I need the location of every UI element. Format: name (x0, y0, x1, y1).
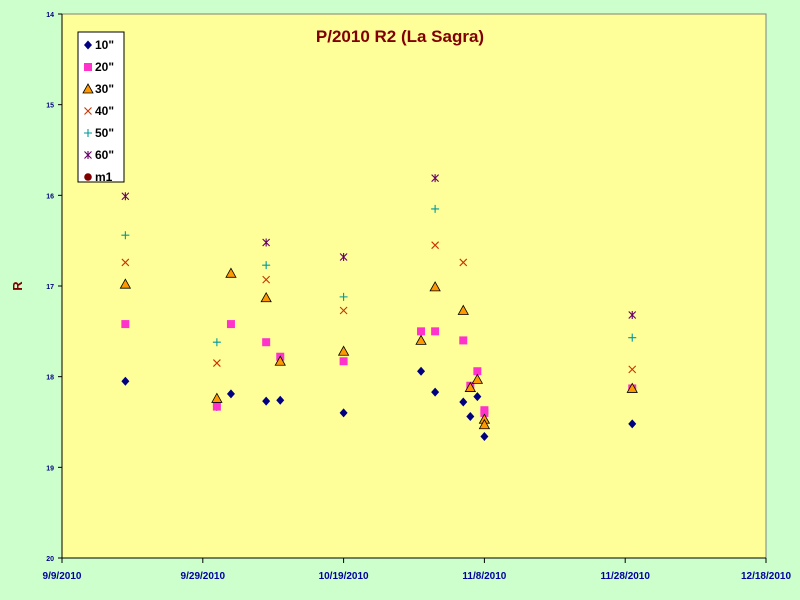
legend-marker (84, 63, 92, 71)
data-point (431, 241, 440, 250)
y-tick-label: 14 (46, 12, 54, 19)
legend-label: 30" (95, 82, 114, 96)
data-point (431, 204, 440, 213)
data-point (212, 359, 221, 367)
data-point (262, 338, 271, 347)
legend-marker (82, 83, 94, 94)
legend-label: 40" (95, 104, 114, 118)
data-point (431, 387, 440, 397)
data-point (457, 304, 469, 315)
y-tick-label: 18 (46, 375, 54, 382)
data-point (478, 418, 491, 430)
y-tick-label: 16 (46, 193, 54, 200)
legend-label: 20" (95, 60, 114, 74)
y-tick-label: 15 (46, 103, 54, 110)
data-point (473, 367, 482, 376)
data-point (339, 408, 348, 418)
data-point (459, 397, 468, 407)
series-6 (121, 174, 637, 320)
data-point (260, 291, 272, 303)
data-point (225, 267, 237, 278)
data-point (415, 334, 427, 345)
x-tick-label: 11/8/2010 (462, 571, 506, 582)
data-point (459, 336, 468, 345)
series-5 (121, 204, 637, 347)
data-point (339, 292, 348, 301)
x-ticks: 9/9/2010 9/29/2010 10/19/2010 11/8/2010 11/2… (43, 558, 791, 582)
y-axis-label: R (10, 281, 25, 291)
data-point (337, 345, 350, 356)
data-point (276, 395, 285, 405)
x-tick-label: 11/28/2010 (600, 571, 650, 582)
data-point (121, 376, 130, 386)
data-point (274, 355, 286, 366)
data-point (121, 192, 130, 201)
legend-marker (84, 151, 92, 159)
series-4 (121, 241, 637, 374)
legend-marker (84, 107, 92, 115)
data-point (459, 258, 468, 267)
data-point (262, 396, 271, 406)
data-point (212, 338, 221, 347)
data-point (473, 392, 482, 402)
x-tick-label: 10/19/2010 (319, 571, 369, 582)
data-point (628, 311, 637, 320)
data-point (262, 275, 271, 284)
data-point (431, 327, 440, 336)
data-point (339, 357, 348, 366)
data-point (628, 333, 637, 342)
legend-label: 10" (95, 38, 114, 52)
plot-area (62, 14, 766, 558)
series-3 (119, 267, 638, 430)
data-point (121, 320, 130, 329)
legend-label: 60" (95, 148, 114, 162)
data-point (262, 238, 271, 247)
data-point (626, 382, 638, 393)
data-point (466, 412, 475, 422)
data-point (211, 392, 223, 403)
data-point (121, 231, 130, 240)
data-point (226, 320, 235, 329)
data-points (119, 174, 638, 442)
x-tick-label: 12/18/2010 (741, 571, 791, 582)
y-tick-label: 19 (46, 465, 54, 472)
legend-marker (84, 40, 92, 50)
data-point (417, 366, 426, 376)
legend-label: 50" (95, 126, 114, 140)
data-point (226, 389, 235, 399)
x-tick-label: 9/29/2010 (181, 571, 226, 582)
data-point (480, 408, 489, 417)
legend-label: m1 (95, 170, 113, 184)
x-tick-label: 9/9/2010 (43, 571, 82, 582)
y-ticks: 14 15 16 17 18 19 20 (46, 12, 62, 563)
data-point (480, 432, 489, 442)
data-point (628, 419, 637, 429)
legend-marker (84, 129, 92, 137)
data-point (339, 252, 348, 261)
data-point (431, 174, 440, 183)
data-point (471, 373, 484, 384)
legend-marker (84, 173, 92, 181)
y-tick-label: 17 (46, 284, 54, 291)
data-point (628, 365, 637, 374)
y-tick-label: 20 (46, 556, 54, 563)
legend: 10" 20" 30" 40" 50" 60" m1 (77, 31, 125, 184)
chart-title: P/2010 R2 (La Sagra) (316, 27, 484, 46)
data-point (262, 261, 271, 270)
data-point (417, 327, 426, 336)
data-point (212, 402, 221, 411)
data-point (119, 278, 132, 289)
data-point (339, 306, 348, 315)
data-point (464, 381, 476, 392)
data-point (429, 281, 441, 292)
data-point (121, 258, 130, 267)
